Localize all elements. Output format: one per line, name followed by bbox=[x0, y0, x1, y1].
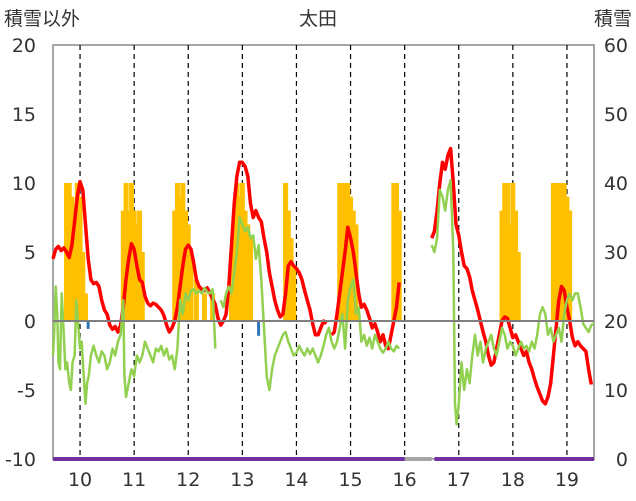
right-axis-label: 積雪 bbox=[594, 8, 632, 30]
snow-bar bbox=[507, 224, 513, 321]
snow-bar bbox=[123, 183, 129, 321]
snow-bar bbox=[564, 196, 570, 321]
snow-bar bbox=[188, 252, 194, 321]
snow-bar bbox=[74, 183, 80, 321]
series-line bbox=[430, 178, 595, 426]
snow-bar bbox=[193, 279, 199, 321]
series-line bbox=[330, 225, 401, 351]
snow-bar bbox=[185, 224, 191, 321]
x-tick-label: 11 bbox=[122, 469, 146, 491]
series-line bbox=[51, 160, 328, 337]
snow-bar bbox=[180, 183, 186, 321]
snow-bar bbox=[177, 196, 183, 321]
right-tick-label: 30 bbox=[604, 242, 628, 264]
left-tick-label: -5 bbox=[17, 380, 36, 402]
left-tick-label: -10 bbox=[5, 449, 36, 471]
snow-bar bbox=[288, 238, 294, 321]
snow-bar bbox=[513, 210, 519, 321]
snow-bar bbox=[174, 183, 180, 321]
left-tick-label: 10 bbox=[12, 173, 36, 195]
series-line bbox=[219, 216, 401, 392]
left-axis-label: 積雪以外 bbox=[4, 8, 80, 30]
snow-bar bbox=[553, 183, 559, 321]
snow-bar bbox=[69, 196, 75, 321]
snow-bar bbox=[247, 238, 253, 321]
left-tick-label: 20 bbox=[12, 35, 36, 57]
right-tick-label: 50 bbox=[604, 104, 628, 126]
snow-bar bbox=[77, 196, 83, 321]
x-ticks: 10 11 12 13 14 15 16 17 18 19 bbox=[68, 469, 579, 491]
snow-bar bbox=[137, 210, 143, 321]
left-ticks: -10 -5 0 5 10 15 20 bbox=[5, 35, 36, 471]
right-tick-label: 40 bbox=[604, 173, 628, 195]
snow-bar bbox=[283, 183, 289, 321]
snow-bar bbox=[242, 210, 248, 321]
snow-bar bbox=[391, 183, 397, 321]
snow-bar bbox=[504, 183, 510, 321]
snow-bar bbox=[245, 224, 251, 321]
x-tick-label: 12 bbox=[176, 469, 200, 491]
chart-title: 太田 bbox=[299, 8, 337, 30]
snow-bar bbox=[345, 183, 351, 321]
right-tick-label: 60 bbox=[604, 35, 628, 57]
x-tick-label: 19 bbox=[555, 469, 579, 491]
x-tick-label: 18 bbox=[501, 469, 525, 491]
left-tick-label: 5 bbox=[24, 242, 36, 264]
x-tick-label: 17 bbox=[447, 469, 471, 491]
snow-bar bbox=[559, 183, 565, 321]
x-tick-label: 13 bbox=[230, 469, 254, 491]
snow-bar bbox=[396, 210, 402, 321]
snow-bar bbox=[510, 183, 516, 321]
snow-bar bbox=[72, 224, 78, 321]
snow-bar bbox=[550, 183, 556, 321]
snow-bar bbox=[201, 293, 207, 321]
snow-bar bbox=[394, 183, 400, 321]
series-line bbox=[430, 146, 594, 406]
snow-bar bbox=[239, 183, 245, 321]
snow-bar bbox=[348, 196, 354, 321]
left-tick-label: 0 bbox=[24, 311, 36, 333]
snow-bar bbox=[339, 183, 345, 321]
snow-bar bbox=[502, 183, 508, 321]
snow-bar bbox=[183, 210, 189, 321]
snow-bar bbox=[172, 210, 178, 321]
x-tick-label: 15 bbox=[338, 469, 362, 491]
snow-bar bbox=[291, 265, 297, 321]
snow-bar bbox=[337, 183, 343, 321]
snow-bar bbox=[82, 293, 88, 321]
right-tick-label: 10 bbox=[604, 380, 628, 402]
left-tick-label: 15 bbox=[12, 104, 36, 126]
lines bbox=[51, 146, 595, 461]
right-tick-label: 0 bbox=[616, 449, 628, 471]
right-tick-label: 20 bbox=[604, 311, 628, 333]
x-tick-label: 10 bbox=[68, 469, 92, 491]
right-ticks: 0 10 20 30 40 50 60 bbox=[604, 35, 628, 471]
snow-bar bbox=[567, 210, 573, 321]
snow-bar bbox=[556, 183, 562, 321]
snow-bar bbox=[120, 210, 126, 321]
snow-bar bbox=[561, 183, 567, 321]
x-tick-label: 14 bbox=[284, 469, 308, 491]
snow-bar bbox=[80, 252, 86, 321]
snow-bar bbox=[350, 210, 356, 321]
snow-bar bbox=[131, 210, 137, 321]
small-bar bbox=[257, 321, 261, 336]
series-line bbox=[51, 285, 217, 406]
snow-bar bbox=[515, 252, 521, 321]
snow-bar bbox=[499, 210, 505, 321]
snow-bar bbox=[237, 196, 243, 321]
small-bar bbox=[86, 321, 90, 329]
x-tick-label: 16 bbox=[393, 469, 417, 491]
